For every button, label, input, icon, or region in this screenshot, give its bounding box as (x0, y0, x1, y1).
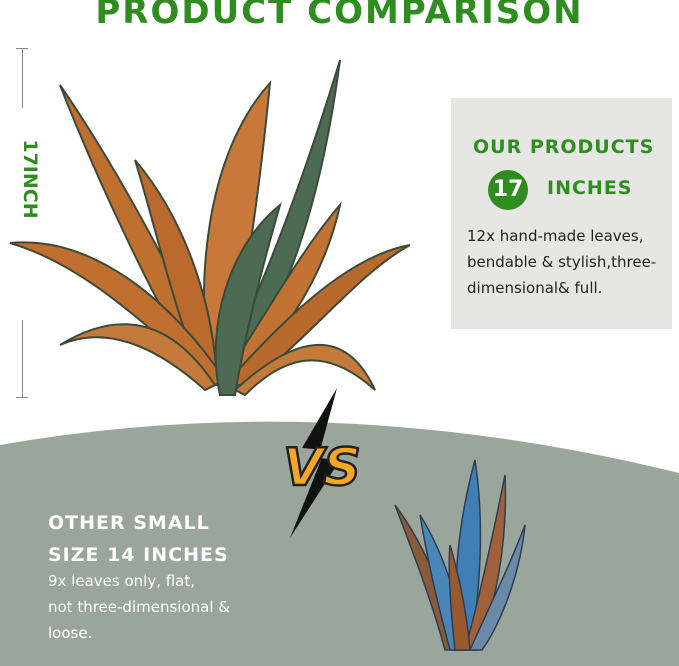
vs-logo: VS (282, 437, 362, 495)
small-agave-plant-image (394, 459, 526, 651)
other-product-heading: OTHER SMALL SIZE 14 INCHES (48, 507, 229, 571)
other-desc-line2: not three-dimensional & (48, 598, 230, 616)
size-unit: INCHES (547, 177, 633, 199)
other-desc-line3: loose. (48, 624, 93, 642)
our-product-description: 12x hand-made leaves, bendable & stylish… (467, 227, 657, 297)
our-product-panel: OUR PRODUCTS 17 INCHES 12x hand-made lea… (451, 98, 672, 329)
ruler-bottom-tick (16, 397, 28, 398)
other-product-description: 9x leaves only, flat, not three-dimensio… (48, 568, 230, 646)
ruler-line-bottom (22, 320, 23, 397)
lightning-bolt-icon (290, 388, 340, 538)
vs-text: VS (283, 438, 361, 495)
our-products-heading: OUR PRODUCTS (473, 136, 655, 158)
other-heading-line1: OTHER SMALL (48, 512, 210, 534)
page-title: PRODUCT COMPARISON (95, 0, 584, 32)
size-badge: 17 (488, 170, 528, 210)
bottom-background (0, 421, 679, 666)
large-agave-plant-image (9, 59, 411, 397)
other-desc-line1: 9x leaves only, flat, (48, 572, 196, 590)
ruler-line-top (22, 48, 23, 108)
other-heading-line2: SIZE 14 INCHES (48, 544, 229, 566)
